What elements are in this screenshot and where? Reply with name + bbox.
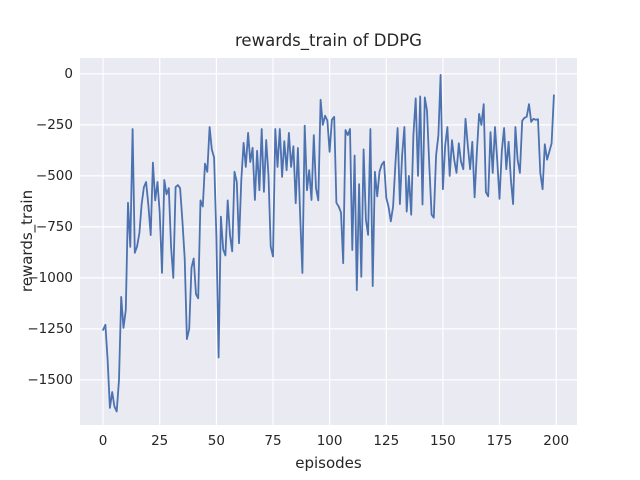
y-tick-label: −1500 [27,371,73,388]
series-line [102,74,555,413]
x-tick-label: 25 [151,433,169,449]
y-tick-label: −1250 [27,320,73,337]
x-tick-label: 100 [316,433,343,449]
y-tick-label: 0 [64,65,73,82]
x-axis-label: episodes [295,454,362,472]
y-tick-label: −1000 [27,269,73,286]
x-tick-label: 50 [207,433,225,449]
y-tick-label: −250 [35,116,73,133]
x-tick-label: 200 [543,433,570,449]
y-tick-label: −500 [35,167,73,184]
chart-title: rewards_train of DDPG [235,31,422,50]
axes-background [80,58,577,425]
x-tick-label: 75 [264,433,282,449]
x-tick-label: 175 [486,433,513,449]
y-tick-label: −750 [35,218,73,235]
x-tick-label: 0 [98,433,108,449]
x-tick-label: 150 [430,433,456,449]
x-tick-label: 125 [373,433,400,449]
